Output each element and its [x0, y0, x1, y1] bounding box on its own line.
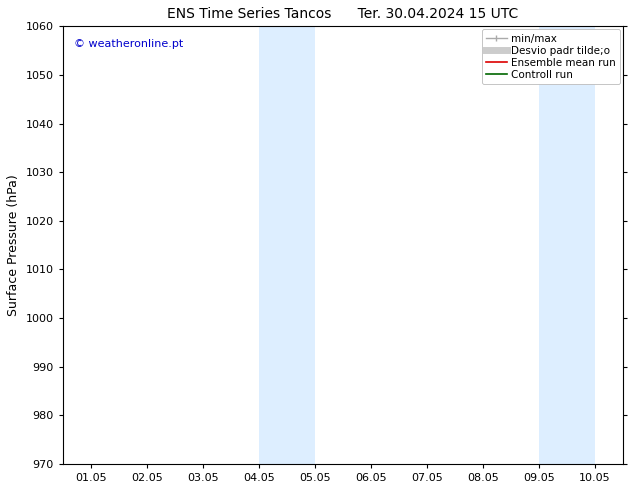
Text: © weatheronline.pt: © weatheronline.pt — [74, 39, 183, 49]
Bar — [539, 26, 595, 464]
Y-axis label: Surface Pressure (hPa): Surface Pressure (hPa) — [7, 174, 20, 316]
Legend: min/max, Desvio padr tilde;o, Ensemble mean run, Controll run: min/max, Desvio padr tilde;o, Ensemble m… — [482, 29, 620, 84]
Title: ENS Time Series Tancos      Ter. 30.04.2024 15 UTC: ENS Time Series Tancos Ter. 30.04.2024 1… — [167, 7, 519, 21]
Bar — [259, 26, 314, 464]
